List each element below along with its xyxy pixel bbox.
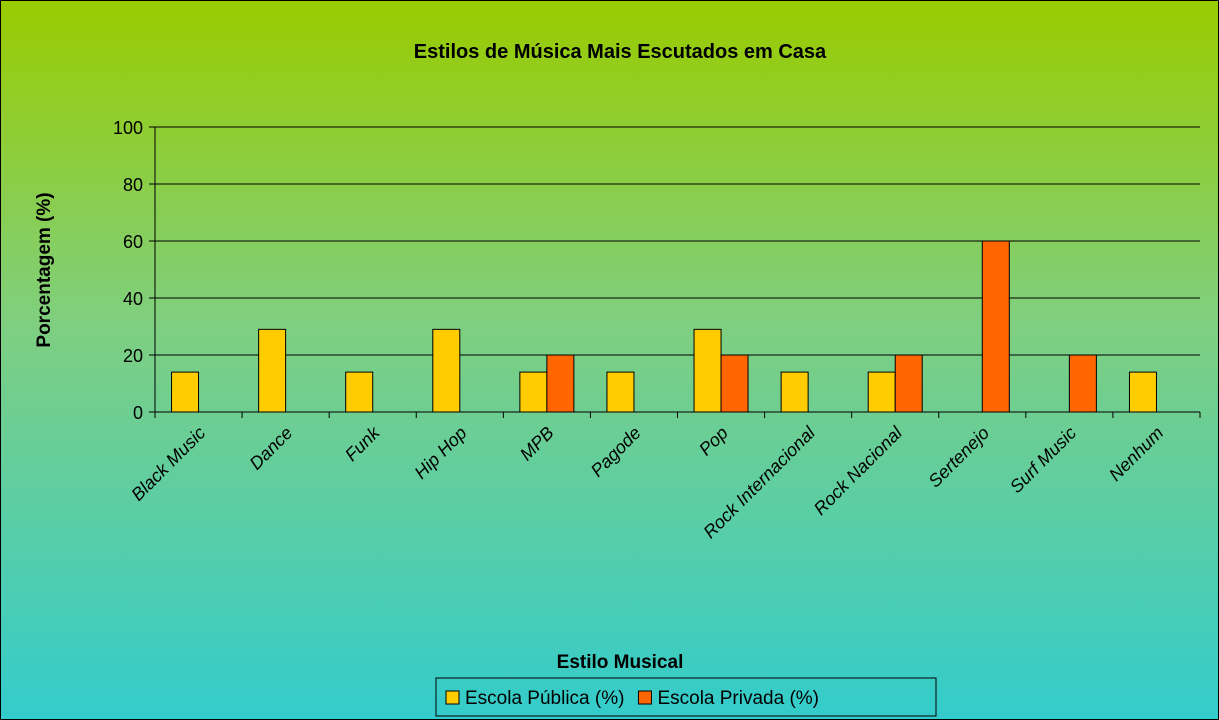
- bar: [606, 371, 635, 413]
- bar: [780, 371, 809, 413]
- y-tick-label: 20: [123, 346, 143, 366]
- bar: [432, 328, 461, 413]
- x-axis-title: Estilo Musical: [557, 652, 684, 673]
- legend-box: [435, 677, 937, 717]
- y-tick-label: 100: [113, 118, 143, 138]
- bar: [1068, 354, 1097, 413]
- bar: [894, 354, 923, 413]
- bar: [546, 354, 575, 413]
- bar: [720, 354, 749, 413]
- bar: [258, 328, 287, 413]
- y-tick-label: 80: [123, 175, 143, 195]
- bar: [1128, 371, 1157, 413]
- legend-swatch: [637, 690, 652, 705]
- bar: [345, 371, 374, 413]
- y-tick-label: 0: [133, 403, 143, 423]
- y-tick-label: 60: [123, 232, 143, 252]
- legend-swatch: [445, 690, 460, 705]
- chart-title: Estilos de Música Mais Escutados em Casa: [414, 41, 827, 63]
- bar: [693, 328, 722, 413]
- bar: [519, 371, 548, 413]
- y-axis-title: Porcentagem (%): [34, 192, 55, 347]
- bar: [981, 240, 1010, 413]
- legend-label: Escola Privada (%): [657, 688, 819, 709]
- bar: [171, 371, 200, 413]
- y-tick-label: 40: [123, 289, 143, 309]
- bar: [867, 371, 896, 413]
- legend-label: Escola Pública (%): [465, 688, 624, 709]
